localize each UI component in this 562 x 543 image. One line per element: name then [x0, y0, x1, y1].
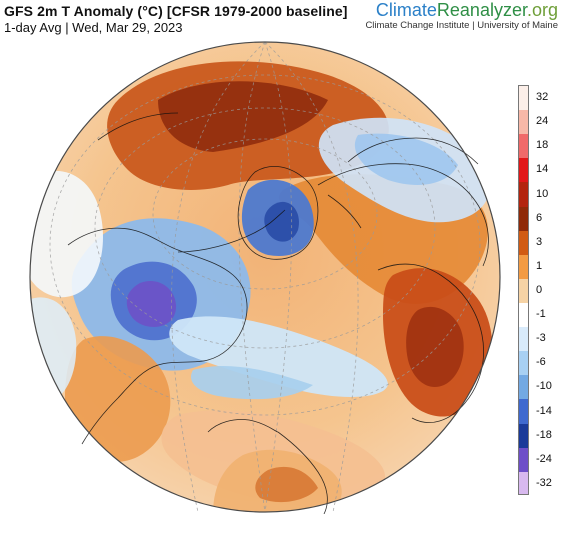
legend-label: -18: [536, 428, 552, 441]
legend-label: -3: [536, 332, 546, 345]
legend-swatch: [519, 351, 528, 376]
map-title: GFS 2m T Anomaly (°C) [CFSR 1979-2000 ba…: [4, 3, 348, 19]
legend-swatch: [519, 423, 528, 448]
legend-label: -24: [536, 452, 552, 465]
legend-swatch: [519, 182, 528, 207]
legend-swatch: [519, 471, 528, 494]
legend-label: 18: [536, 139, 549, 152]
legend-label: 10: [536, 187, 549, 200]
legend-swatch: [519, 302, 528, 328]
legend-label: 0: [536, 284, 543, 296]
legend-swatch: [519, 375, 528, 400]
legend-swatch: [519, 447, 528, 472]
legend-swatch: [519, 327, 528, 352]
globe-map: [28, 40, 502, 514]
legend-swatch: [519, 134, 528, 159]
legend-swatch: [519, 230, 528, 255]
legend-label: -14: [536, 404, 552, 417]
legend-swatch: [519, 110, 528, 135]
legend-swatch: [519, 86, 528, 111]
legend-label: -10: [536, 380, 552, 393]
legend-label: 32: [536, 91, 549, 104]
brand-part-2: Reanalyzer: [436, 0, 527, 20]
brand-logo[interactable]: ClimateReanalyzer.org: [365, 0, 558, 21]
legend-label: 1: [536, 259, 543, 272]
legend-swatch: [519, 399, 528, 424]
color-legend: 32 24 18 14 10 6 3 1 0 -1 -3 -6 -10 -14 -18 -24 -32: [515, 85, 562, 505]
legend-label: 6: [536, 211, 543, 224]
legend-swatch: [519, 206, 528, 231]
header-left: GFS 2m T Anomaly (°C) [CFSR 1979-2000 ba…: [4, 3, 348, 36]
map-subtitle: 1-day Avg | Wed, Mar 29, 2023: [4, 20, 183, 36]
branding: ClimateReanalyzer.org Climate Change Ins…: [365, 0, 558, 31]
legend-color-bar: [518, 85, 529, 495]
legend-swatch: [519, 158, 528, 183]
legend-label: 14: [536, 163, 549, 176]
brand-affiliation: Climate Change Institute | University of…: [365, 19, 558, 31]
legend-label: -1: [536, 308, 546, 321]
legend-label: -6: [536, 356, 546, 369]
legend-swatch: [519, 254, 528, 279]
legend-swatch: [519, 278, 528, 303]
legend-label: 24: [536, 115, 549, 128]
brand-part-3: .org: [526, 0, 558, 20]
temperature-anomaly-globe: [29, 41, 501, 514]
legend-label: -32: [536, 476, 552, 489]
legend-label: 3: [536, 235, 543, 248]
brand-part-1: Climate: [375, 0, 437, 20]
